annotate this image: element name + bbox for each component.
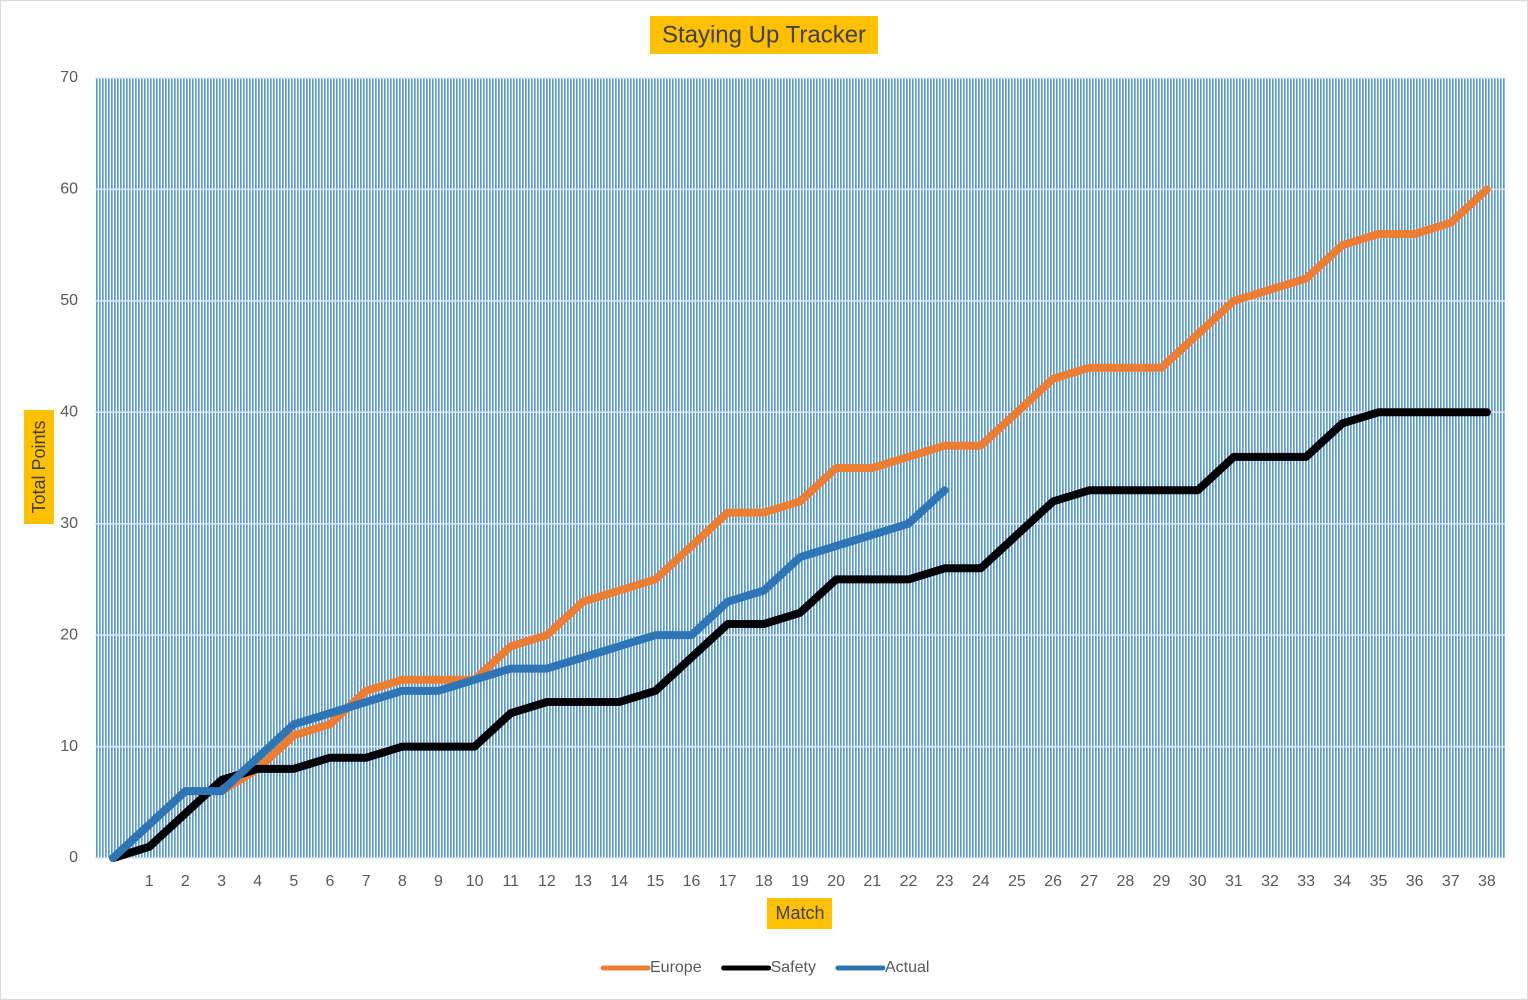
x-tick-label: 35 (1370, 873, 1388, 890)
x-tick-label: 20 (827, 873, 845, 890)
x-tick-label: 30 (1189, 873, 1207, 890)
x-tick-label: 37 (1442, 873, 1460, 890)
y-tick-label: 0 (69, 849, 78, 866)
x-tick-label: 27 (1080, 873, 1098, 890)
x-axis-title: Match (775, 903, 824, 923)
x-tick-label: 13 (574, 873, 592, 890)
x-tick-label: 36 (1406, 873, 1424, 890)
x-tick-label: 21 (863, 873, 881, 890)
title-box (650, 16, 878, 54)
y-tick-label: 20 (60, 626, 78, 643)
x-tick-label: 26 (1044, 873, 1062, 890)
x-tick-label: 12 (538, 873, 556, 890)
x-tick-label: 3 (217, 873, 226, 890)
legend-label: Actual (885, 959, 929, 976)
y-tick-label: 10 (60, 738, 78, 755)
x-tick-label: 8 (398, 873, 407, 890)
x-tick-label: 23 (936, 873, 954, 890)
y-tick-label: 40 (60, 404, 78, 421)
x-tick-label: 15 (646, 873, 664, 890)
x-tick-label: 38 (1478, 873, 1496, 890)
plot-area (95, 78, 1505, 858)
x-tick-label: 34 (1333, 873, 1351, 890)
legend-label: Safety (771, 959, 816, 976)
x-tick-label: 7 (362, 873, 371, 890)
y-tick-label: 70 (60, 69, 78, 86)
x-tick-label: 1 (145, 873, 154, 890)
y-tick-label: 30 (60, 515, 78, 532)
y-axis-title: Total Points (29, 420, 49, 513)
y-tick-label: 60 (60, 181, 78, 198)
legend-label: Europe (650, 959, 702, 976)
x-tick-label: 31 (1225, 873, 1243, 890)
series-line (109, 486, 949, 862)
x-tick-label: 32 (1261, 873, 1279, 890)
y-title-box (24, 410, 54, 524)
x-title-box (767, 898, 832, 929)
x-tick-label: 18 (755, 873, 773, 890)
x-tick-label: 11 (502, 873, 519, 890)
x-tick-label: 5 (289, 873, 298, 890)
x-tick-label: 4 (253, 873, 262, 890)
x-tick-label: 28 (1116, 873, 1134, 890)
x-tick-label: 16 (683, 873, 701, 890)
x-tick-label: 2 (181, 873, 190, 890)
x-tick-label: 19 (791, 873, 809, 890)
x-tick-label: 24 (972, 873, 990, 890)
x-tick-label: 25 (1008, 873, 1026, 890)
series-line (109, 408, 1491, 862)
x-tick-label: 33 (1297, 873, 1315, 890)
x-tick-label: 14 (610, 873, 628, 890)
x-tick-label: 6 (326, 873, 335, 890)
x-tick-label: 22 (900, 873, 918, 890)
y-tick-label: 50 (60, 292, 78, 309)
x-tick-label: 29 (1153, 873, 1171, 890)
x-tick-label: 10 (466, 873, 484, 890)
x-tick-label: 17 (719, 873, 737, 890)
chart-title: Staying Up Tracker (662, 21, 866, 48)
x-tick-label: 9 (434, 873, 443, 890)
